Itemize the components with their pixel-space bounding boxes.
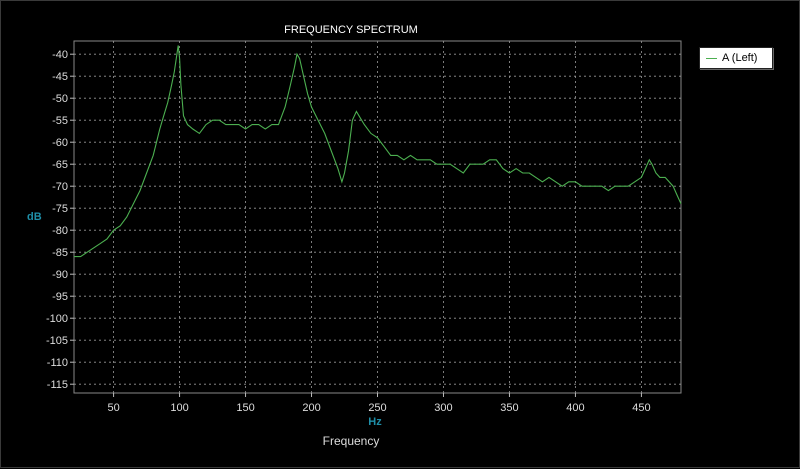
x-tick-label: 300 [434, 402, 452, 414]
x-axis-ticks: 50 100 150 200 250 300 350 400 450 [107, 393, 651, 414]
y-tick-label: -100 [46, 313, 68, 325]
y-tick-label: -115 [47, 379, 68, 391]
x-tick-label: 100 [170, 402, 188, 414]
x-tick-label: 250 [368, 402, 386, 414]
y-tick-label: -60 [52, 137, 68, 149]
y-tick-label: -85 [52, 247, 68, 259]
y-tick-label: -40 [52, 49, 68, 61]
chart-title: FREQUENCY SPECTRUM [284, 24, 418, 36]
series-line-a-left [74, 45, 682, 258]
grid-lines [74, 41, 681, 393]
x-tick-label: 450 [632, 402, 650, 414]
y-tick-label: -45 [52, 71, 68, 83]
y-tick-label: -50 [52, 93, 68, 105]
y-tick-label: -110 [47, 357, 68, 369]
y-axis-ticks: -40 -45 -50 -55 -60 -65 -70 -75 -80 -85 -90 -95 -100… [46, 49, 74, 391]
legend-label: A (Left) [722, 52, 758, 64]
x-axis-label: Frequency [323, 434, 380, 448]
y-tick-label: -105 [46, 335, 68, 347]
x-axis-unit-label: Hz [368, 416, 382, 428]
x-tick-label: 150 [236, 402, 254, 414]
y-tick-label: -80 [52, 225, 68, 237]
y-tick-label: -70 [52, 181, 68, 193]
x-tick-label: 350 [500, 402, 518, 414]
legend-line-swatch [706, 57, 717, 59]
x-tick-label: 50 [107, 402, 119, 414]
y-tick-label: -75 [52, 203, 68, 215]
x-tick-label: 200 [302, 402, 320, 414]
y-tick-label: -90 [52, 269, 68, 281]
y-axis-label: dB [27, 211, 42, 223]
y-tick-label: -95 [52, 291, 68, 303]
chart-legend: A (Left) [699, 47, 773, 69]
y-tick-label: -65 [52, 159, 68, 171]
y-tick-label: -55 [52, 115, 68, 127]
x-tick-label: 400 [566, 402, 584, 414]
